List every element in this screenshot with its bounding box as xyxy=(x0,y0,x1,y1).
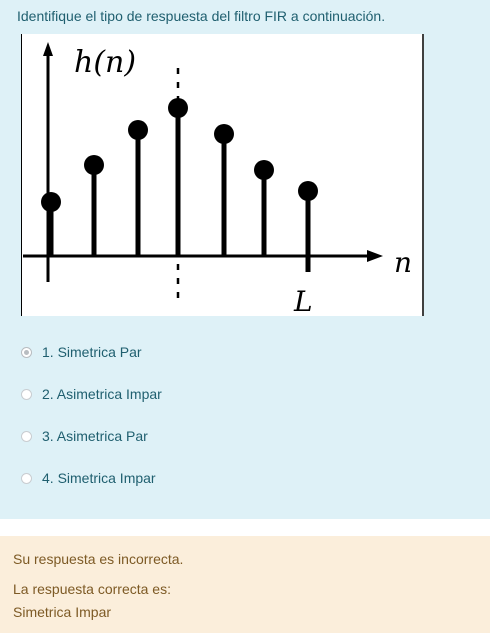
option-2-label[interactable]: 2. Asimetrica Impar xyxy=(42,386,162,402)
stem-2-marker xyxy=(128,120,148,140)
stem-4-marker xyxy=(214,124,234,144)
option-3-label[interactable]: 3. Asimetrica Par xyxy=(42,428,148,444)
x-axis-arrow xyxy=(367,250,383,262)
stem-0-marker xyxy=(41,192,61,212)
option-1[interactable]: 1. Simetrica Par xyxy=(21,340,281,364)
option-2-radio[interactable] xyxy=(21,388,32,400)
option-4-radio[interactable] xyxy=(21,472,32,484)
stem-plot-figure: h(n) n L xyxy=(21,34,424,316)
question-text: Identifique el tipo de respuesta del fil… xyxy=(17,8,386,24)
feedback-correct-intro: La respuesta correcta es: xyxy=(13,581,171,597)
y-axis-arrow xyxy=(43,42,53,56)
feedback-result: Su respuesta es incorrecta. xyxy=(13,551,184,567)
option-3-radio[interactable] xyxy=(21,430,32,442)
option-1-radio[interactable] xyxy=(21,346,32,358)
stem-3-marker xyxy=(168,98,188,118)
option-1-label[interactable]: 1. Simetrica Par xyxy=(42,344,142,360)
feedback-correct-answer: Simetrica Impar xyxy=(13,604,112,620)
x-axis-label: n xyxy=(394,246,412,279)
stems xyxy=(41,98,318,272)
option-4[interactable]: 4. Simetrica Impar xyxy=(21,466,281,490)
y-axis-label: h(n) xyxy=(74,45,136,80)
question-panel: Identifique el tipo de respuesta del fil… xyxy=(0,0,490,519)
option-3[interactable]: 3. Asimetrica Par xyxy=(21,424,281,448)
stem-5-marker xyxy=(254,160,274,180)
feedback-panel: Su respuesta es incorrecta. La respuesta… xyxy=(0,536,490,633)
option-2[interactable]: 2. Asimetrica Impar xyxy=(21,382,281,406)
stem-plot-svg: h(n) n L xyxy=(21,34,424,316)
stem-1-marker xyxy=(84,155,104,175)
stem-6-marker xyxy=(298,181,318,201)
option-4-label[interactable]: 4. Simetrica Impar xyxy=(42,470,156,486)
l-marker-label: L xyxy=(293,285,313,316)
